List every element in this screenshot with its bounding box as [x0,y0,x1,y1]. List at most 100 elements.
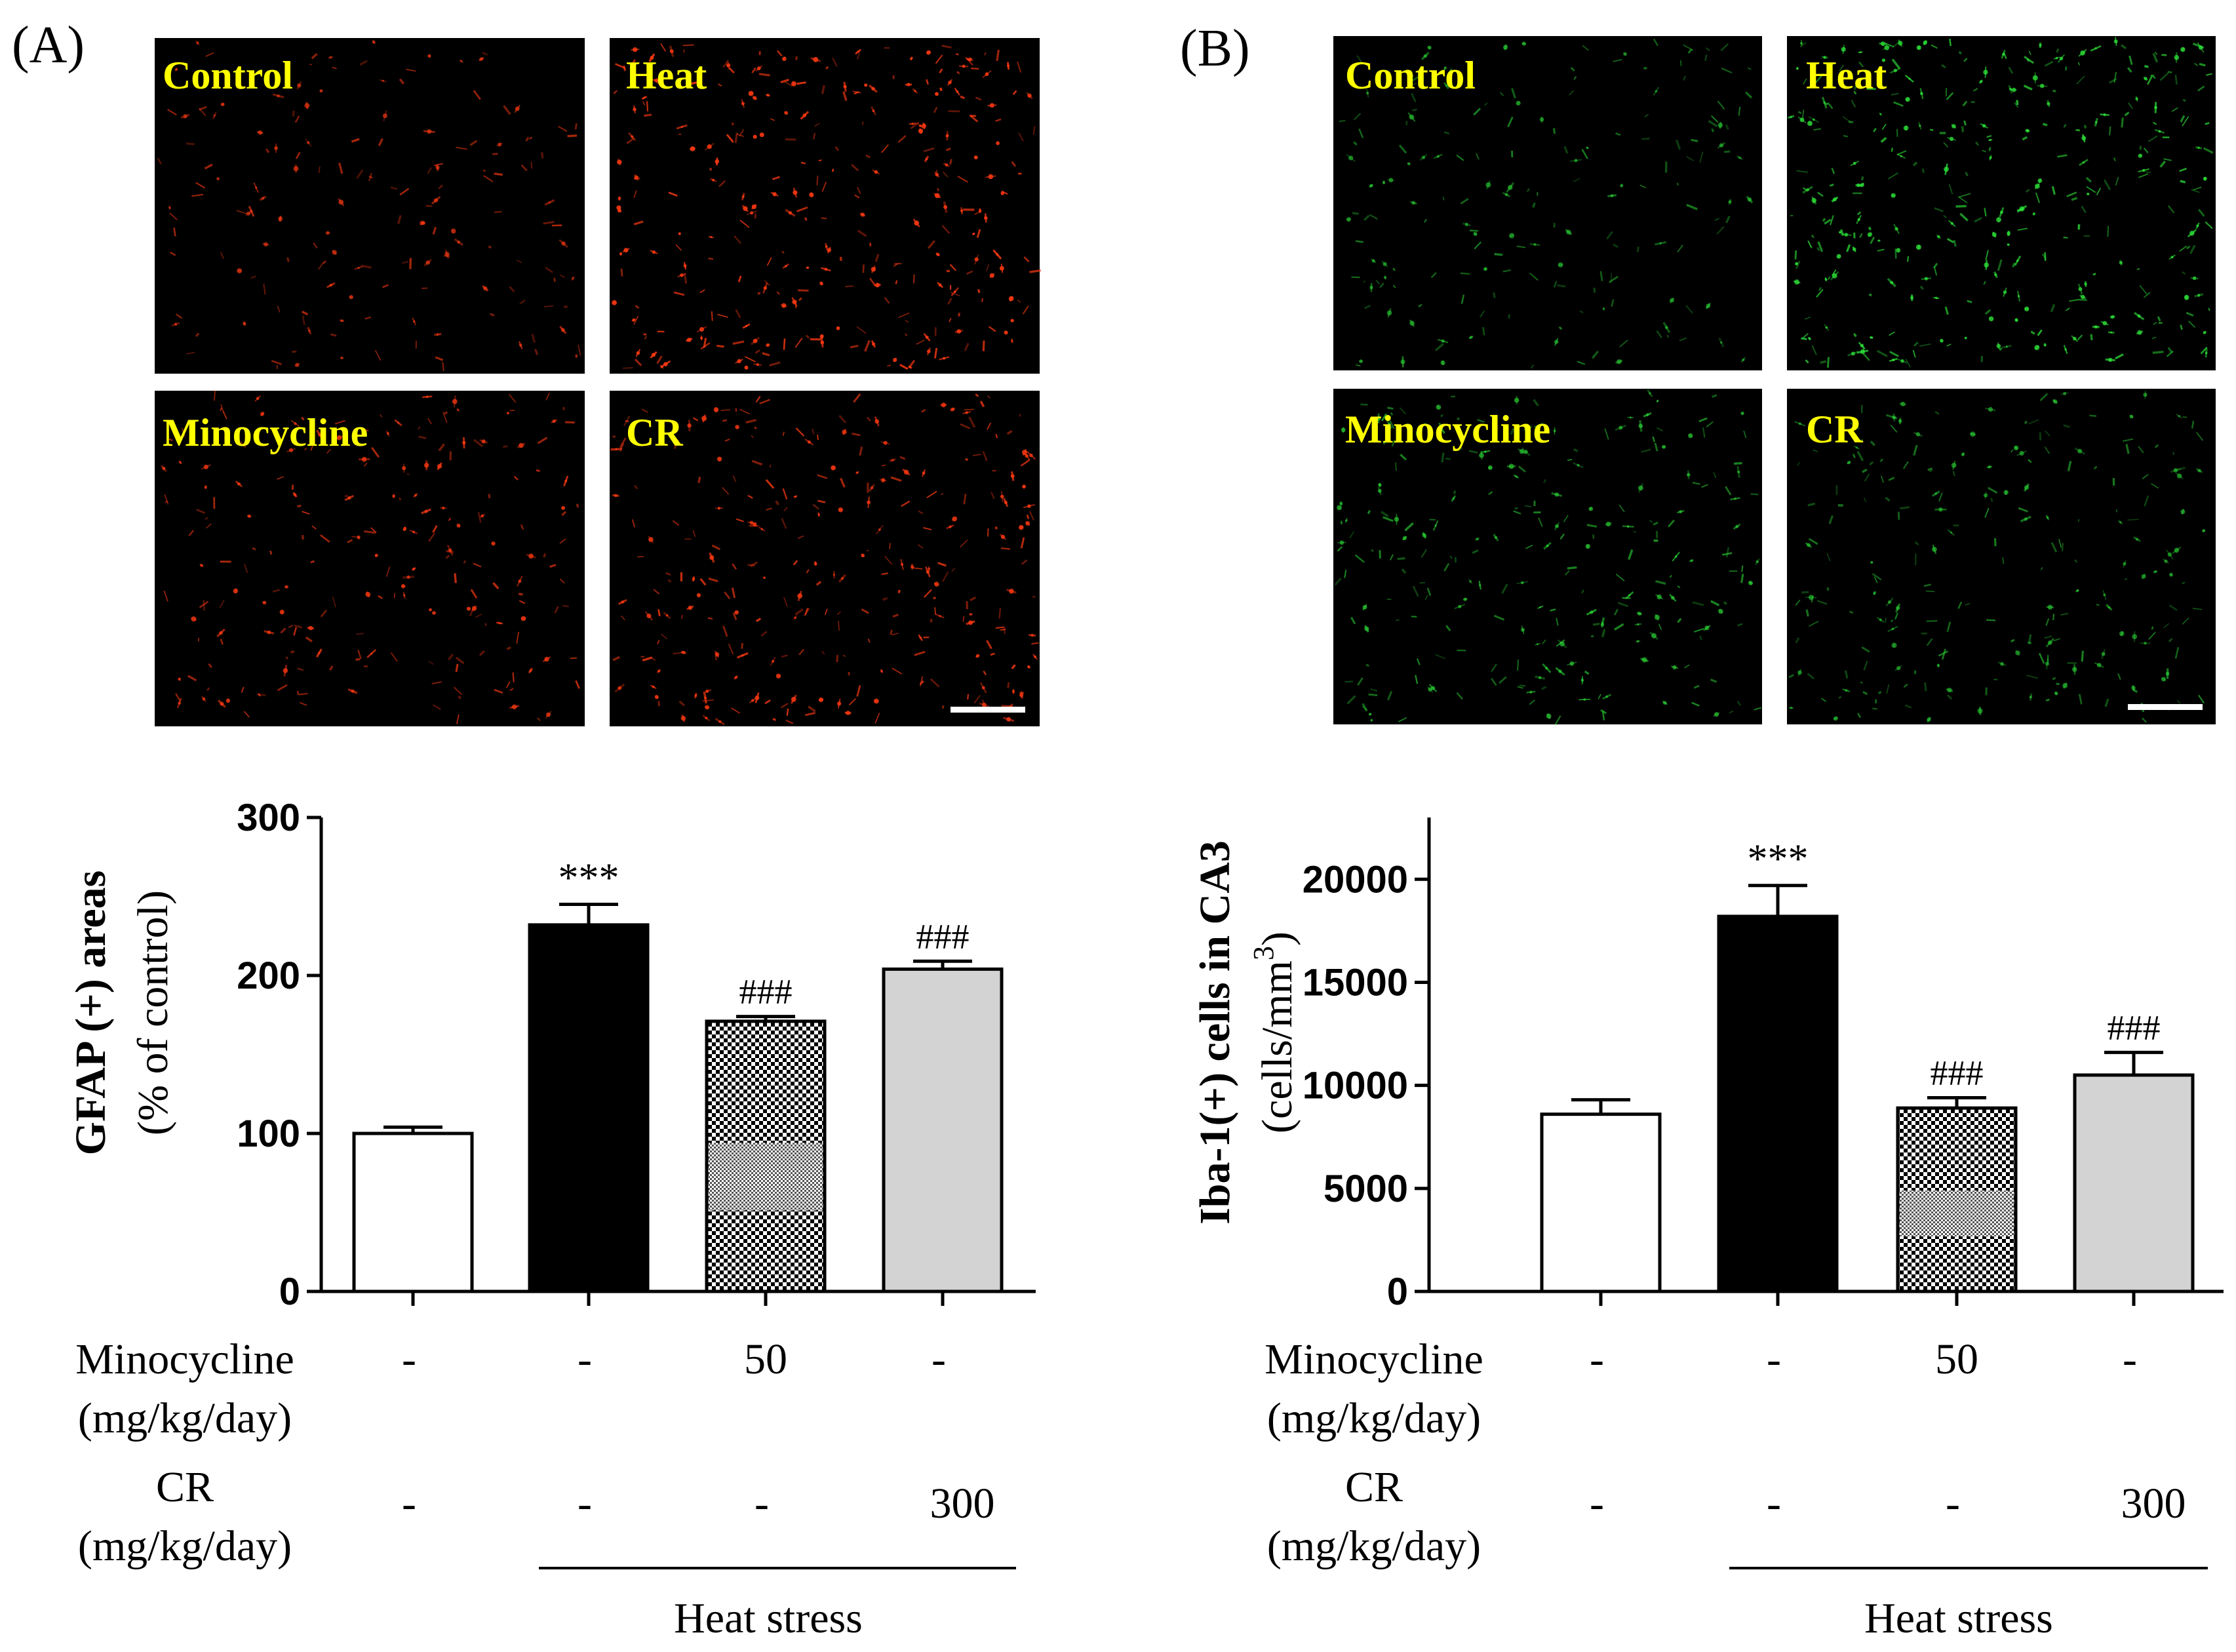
dose-value: 300 [930,1480,995,1527]
stain-speck [792,300,797,305]
stain-speck [1644,113,1649,118]
dose-value: - [578,1335,592,1383]
stain-speck [1863,497,1867,503]
stain-speck [1362,280,1366,283]
stain-speck [357,649,362,659]
micrograph-b-minocycline: Minocycline [1333,389,1762,726]
stain-speck [983,670,987,676]
stain-speck [258,693,262,697]
stain-speck [1021,559,1028,565]
stain-speck [1686,203,1698,210]
stain-speck [1913,341,1919,347]
stain-speck [2057,154,2068,158]
stain-speck [995,433,998,439]
stain-speck [2119,261,2123,265]
stain-speck [1636,640,1639,643]
stain-speck [838,621,840,631]
stain-speck [2060,612,2069,616]
stain-speck [1400,454,1407,461]
stain-speck [911,123,914,125]
stain-speck [770,118,775,121]
stain-speck [820,340,825,345]
stain-speck [1356,364,1361,367]
stain-speck [721,486,730,495]
stain-speck [1859,51,1862,54]
stain-speck [621,600,625,604]
stain-speck [221,102,225,106]
stain-speck [406,69,416,72]
stain-speck [1460,272,1470,275]
stain-speck [2189,245,2196,254]
stain-speck [448,653,454,661]
stain-speck [2063,124,2067,128]
stain-speck [433,704,441,710]
stain-speck [1655,90,1658,92]
stain-speck [2072,667,2077,672]
stain-speck [747,494,753,499]
stain-speck [2151,336,2157,340]
stain-speck [2018,507,2028,513]
stain-speck [1706,421,1714,428]
stain-speck [969,114,979,123]
stain-speck [575,680,580,689]
stain-speck [1738,157,1741,159]
stain-speck [1641,448,1651,453]
stain-speck [1862,468,1868,473]
stain-speck [220,407,222,412]
stain-speck [1856,183,1861,187]
stain-speck [250,210,253,213]
stain-speck [751,435,754,439]
stain-speck [365,591,371,597]
stain-speck [798,297,802,302]
stain-speck [1796,67,1799,70]
stain-speck [444,252,450,257]
stain-speck [817,435,819,441]
stain-speck [2026,675,2038,679]
stain-speck [2154,444,2159,448]
stain-speck [892,667,903,675]
stain-speck [1398,144,1407,154]
stain-speck [2117,673,2121,680]
stain-speck [869,277,876,286]
stain-speck [1952,471,1955,477]
stain-speck [979,401,985,408]
stain-speck [292,350,297,353]
stain-speck [1683,664,1690,669]
stain-speck [751,699,755,702]
dose-value: - [578,1480,592,1527]
stain-speck [1946,621,1952,633]
stain-speck [1898,419,1902,423]
stain-speck [817,474,828,479]
stain-speck [448,548,452,553]
stain-speck [1507,117,1514,128]
stain-speck [1934,410,1940,415]
stain-speck [2003,290,2007,294]
stain-speck [891,459,894,462]
stain-speck [332,596,336,608]
stain-speck [683,264,687,267]
stain-speck [1685,305,1693,314]
stain-speck [1558,326,1563,330]
stain-speck [1944,306,1949,315]
stain-speck [1692,481,1700,485]
stain-speck [1657,400,1659,403]
stain-speck [623,248,629,253]
stain-speck [208,663,212,669]
stain-speck [769,361,781,366]
stain-speck [793,190,798,195]
stain-speck [307,141,310,144]
stain-speck [1602,307,1605,310]
stain-speck [919,636,922,639]
stain-speck [311,525,317,530]
stain-speck [1788,674,1794,678]
stain-speck [2147,75,2153,85]
stain-speck [1370,688,1378,692]
stain-speck [1604,428,1609,440]
stain-speck [1391,439,1396,447]
stain-speck [2167,552,2172,557]
significance-label: ### [1931,1053,1984,1093]
stain-speck [1573,448,1579,452]
stain-speck [1441,339,1445,343]
stain-speck [1436,428,1446,433]
stain-speck [2044,635,2052,639]
